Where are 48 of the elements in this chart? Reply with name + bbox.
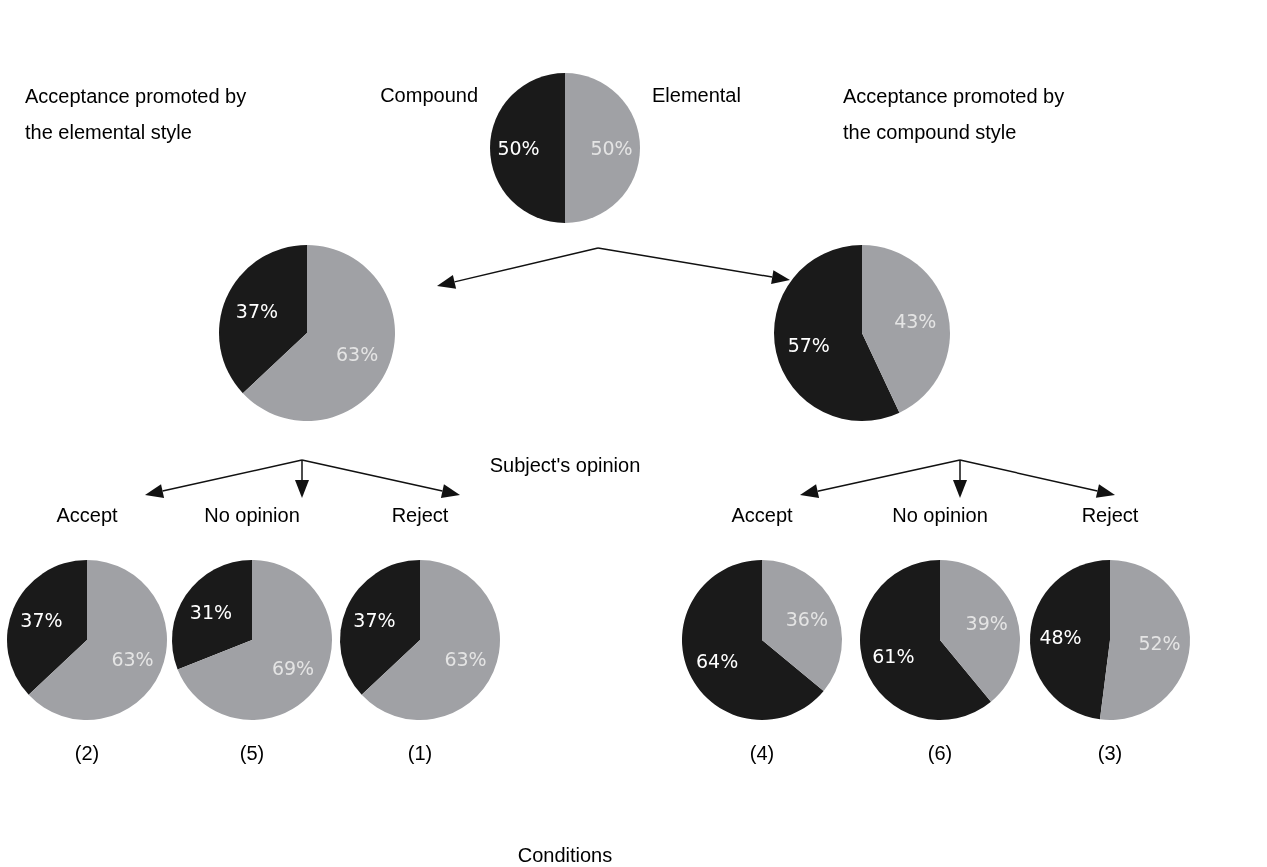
data-label: 52% [1138,631,1181,654]
pie-slice [340,560,420,695]
data-label: 57% [787,333,830,356]
data-label: 64% [696,649,739,672]
data-label: 63% [335,343,379,366]
text: (1) [407,742,433,764]
data-label: 37% [353,608,396,631]
text: (4) [749,742,775,764]
data-label: 36% [785,607,828,630]
data-label: 63% [111,648,154,671]
pie-slice [565,73,640,223]
text: (6) [927,742,953,764]
chart-title: Accept [56,504,119,526]
chart-title: No opinion [204,504,300,526]
text: Conditions [517,844,613,866]
data-label: 69% [271,656,315,679]
data-label: 37% [20,608,63,631]
data-label: 63% [444,648,487,671]
pie-slice [7,560,87,695]
data-label: 50% [590,136,633,159]
chart-title: Acceptance promoted by the elemental style [25,85,247,143]
chart-title: Reject [1081,504,1139,526]
data-label: 43% [894,309,937,332]
pie-slice [177,560,332,720]
slice-label: Compound [380,84,478,106]
pie-slice [940,560,1020,702]
text: Subject's opinion [489,454,641,476]
pie-slice [490,73,565,223]
chart-title: No opinion [892,504,988,526]
data-label: 61% [872,645,915,668]
pie-slice [762,560,842,691]
data-label: 39% [965,611,1008,634]
chart-title: Acceptance promoted by the compound style [843,85,1065,143]
slice-label: Elemental [652,84,741,106]
data-label: 31% [189,600,233,623]
text: (5) [239,742,265,764]
pie-slice [1099,560,1190,720]
text: (2) [74,742,100,764]
pie-slice [862,245,950,413]
pie-slice [172,560,252,670]
pie-slice [1030,560,1110,720]
chart-title: Reject [391,504,449,526]
data-label: 50% [497,136,540,159]
data-label: 37% [235,299,279,322]
chart-title: Accept [731,504,794,526]
text: (3) [1097,742,1123,764]
pie-slice [219,245,307,394]
data-label: 48% [1039,625,1082,648]
